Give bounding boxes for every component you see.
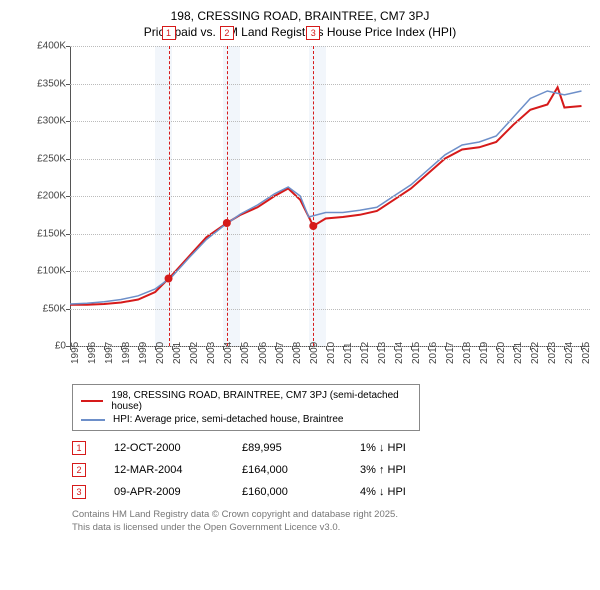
- y-axis-label: £300K: [30, 116, 66, 127]
- x-axis-label: 2003: [206, 342, 217, 364]
- y-tick: [66, 271, 70, 272]
- y-tick: [66, 234, 70, 235]
- gridline-horizontal: [70, 271, 590, 272]
- credits-line-2: This data is licensed under the Open Gov…: [72, 522, 590, 535]
- y-tick: [66, 196, 70, 197]
- y-tick: [66, 159, 70, 160]
- x-axis-label: 2006: [258, 342, 269, 364]
- x-axis-label: 2008: [292, 342, 303, 364]
- gridline-horizontal: [70, 234, 590, 235]
- event-row: 1 12-OCT-2000 £89,995 1% ↓ HPI: [72, 437, 590, 459]
- x-axis-label: 2014: [394, 342, 405, 364]
- x-axis-label: 1997: [104, 342, 115, 364]
- legend-swatch: [81, 400, 103, 402]
- title-line-2: Price paid vs. HM Land Registry's House …: [10, 24, 590, 40]
- legend-box: 198, CRESSING ROAD, BRAINTREE, CM7 3PJ (…: [72, 384, 420, 431]
- event-date: 09-APR-2009: [114, 486, 214, 498]
- series-line-hpi: [70, 91, 582, 304]
- y-axis-label: £150K: [30, 228, 66, 239]
- event-marker-box: 2: [220, 26, 234, 40]
- y-tick: [66, 84, 70, 85]
- event-number-box: 1: [72, 441, 86, 455]
- event-diff: 1% ↓ HPI: [360, 442, 460, 454]
- event-date: 12-MAR-2004: [114, 464, 214, 476]
- event-marker-line: [169, 46, 170, 346]
- y-axis-label: £350K: [30, 78, 66, 89]
- x-axis-label: 1999: [138, 342, 149, 364]
- legend-label: 198, CRESSING ROAD, BRAINTREE, CM7 3PJ (…: [111, 390, 411, 412]
- title-line-1: 198, CRESSING ROAD, BRAINTREE, CM7 3PJ: [10, 8, 590, 24]
- x-axis-label: 1998: [121, 342, 132, 364]
- gridline-horizontal: [70, 309, 590, 310]
- event-price: £160,000: [242, 486, 332, 498]
- x-axis-label: 2025: [581, 342, 592, 364]
- event-marker-line: [313, 46, 314, 346]
- x-axis-label: 2012: [360, 342, 371, 364]
- event-marker-line: [227, 46, 228, 346]
- x-axis-label: 2002: [189, 342, 200, 364]
- y-axis-label: £250K: [30, 153, 66, 164]
- x-axis-label: 2016: [428, 342, 439, 364]
- event-diff: 3% ↑ HPI: [360, 464, 460, 476]
- x-axis-label: 2015: [411, 342, 422, 364]
- gridline-horizontal: [70, 121, 590, 122]
- event-number-box: 2: [72, 463, 86, 477]
- legend-swatch: [81, 419, 105, 421]
- x-axis-label: 2011: [343, 343, 354, 365]
- legend-row: HPI: Average price, semi-detached house,…: [81, 413, 411, 426]
- y-tick: [66, 309, 70, 310]
- x-axis-label: 2010: [326, 342, 337, 364]
- credits-line-1: Contains HM Land Registry data © Crown c…: [72, 509, 590, 522]
- event-row: 2 12-MAR-2004 £164,000 3% ↑ HPI: [72, 459, 590, 481]
- y-tick: [66, 46, 70, 47]
- x-axis-label: 2024: [564, 342, 575, 364]
- chart-container: 198, CRESSING ROAD, BRAINTREE, CM7 3PJ P…: [0, 0, 600, 590]
- legend-label: HPI: Average price, semi-detached house,…: [113, 414, 344, 425]
- event-diff: 4% ↓ HPI: [360, 486, 460, 498]
- events-table: 1 12-OCT-2000 £89,995 1% ↓ HPI 2 12-MAR-2004 £…: [72, 437, 590, 503]
- y-axis-label: £100K: [30, 266, 66, 277]
- x-axis-label: 2007: [275, 342, 286, 364]
- y-axis-label: £50K: [30, 303, 66, 314]
- credits-block: Contains HM Land Registry data © Crown c…: [72, 509, 590, 535]
- x-axis-label: 1996: [87, 342, 98, 364]
- x-axis-label: 2019: [479, 342, 490, 364]
- event-price: £164,000: [242, 464, 332, 476]
- legend-row: 198, CRESSING ROAD, BRAINTREE, CM7 3PJ (…: [81, 389, 411, 413]
- gridline-horizontal: [70, 196, 590, 197]
- event-price: £89,995: [242, 442, 332, 454]
- x-axis-label: 2018: [462, 342, 473, 364]
- x-axis-label: 2021: [513, 342, 524, 364]
- y-axis-label: £200K: [30, 191, 66, 202]
- x-axis-label: 2005: [240, 342, 251, 364]
- gridline-horizontal: [70, 159, 590, 160]
- event-date: 12-OCT-2000: [114, 442, 214, 454]
- x-axis-label: 2017: [445, 342, 456, 364]
- event-marker-box: 1: [162, 26, 176, 40]
- y-axis-label: £400K: [30, 41, 66, 52]
- title-block: 198, CRESSING ROAD, BRAINTREE, CM7 3PJ P…: [10, 8, 590, 40]
- x-axis-label: 1995: [70, 342, 81, 364]
- y-axis-label: £0: [30, 341, 66, 352]
- x-axis-label: 2001: [172, 342, 183, 364]
- x-axis-label: 2022: [530, 342, 541, 364]
- event-row: 3 09-APR-2009 £160,000 4% ↓ HPI: [72, 481, 590, 503]
- gridline-horizontal: [70, 46, 590, 47]
- y-tick: [66, 121, 70, 122]
- event-number-box: 3: [72, 485, 86, 499]
- x-axis-label: 2004: [223, 342, 234, 364]
- event-marker-box: 3: [306, 26, 320, 40]
- chart-area: £0£50K£100K£150K£200K£250K£300K£350K£400…: [30, 46, 590, 376]
- x-axis-label: 2013: [377, 342, 388, 364]
- x-axis-label: 2020: [496, 342, 507, 364]
- x-axis-label: 2023: [547, 342, 558, 364]
- gridline-horizontal: [70, 84, 590, 85]
- x-axis-label: 2000: [155, 342, 166, 364]
